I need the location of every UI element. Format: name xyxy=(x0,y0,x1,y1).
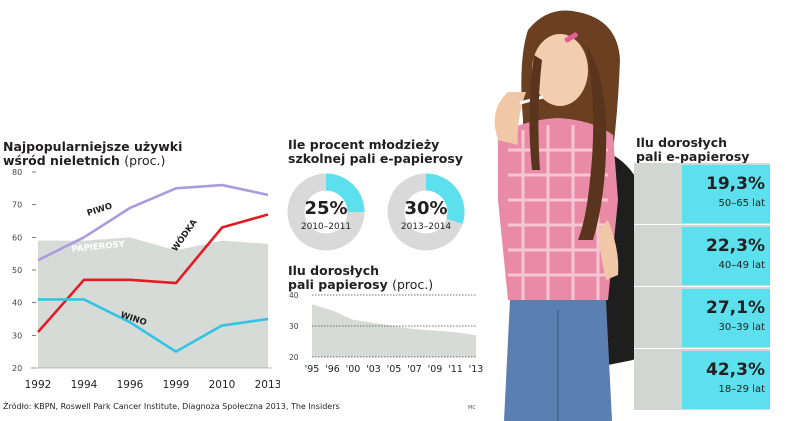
chart3-title-unit: (proc.) xyxy=(392,277,434,292)
x-tick-label: 2010 xyxy=(209,379,236,391)
donut-period: 2013–2014 xyxy=(401,222,452,232)
chart4-age: 30–39 lat xyxy=(718,322,765,333)
x-tick-label: 1994 xyxy=(71,379,98,391)
chart4-card: 42,3% 18–29 lat xyxy=(682,351,770,409)
donut-period: 2010–2011 xyxy=(301,222,351,232)
x-tick-label: 1999 xyxy=(163,379,190,391)
x-tick-label: '95 xyxy=(305,364,320,375)
x-tick-label: '00 xyxy=(346,364,361,375)
x-tick-label: '03 xyxy=(366,364,381,375)
chart4-age: 18–29 lat xyxy=(718,384,765,395)
y-tick-label: 20 xyxy=(12,364,22,373)
y-tick-label: 30 xyxy=(289,322,299,331)
y-tick-label: 70 xyxy=(12,201,22,210)
chart4-value: 19,3% xyxy=(706,174,765,194)
area-series xyxy=(312,304,476,357)
chart3-title-line2: pali papierosy xyxy=(288,277,388,292)
chart1-title: Najpopularniejsze używki wśród nieletnic… xyxy=(3,140,182,168)
chart4-age: 50–65 lat xyxy=(718,198,765,209)
x-tick-label: '05 xyxy=(387,364,402,375)
chart2-donut-charts: 25% 2010–2011 30% 2013–2014 xyxy=(287,173,465,251)
series-line-piwo xyxy=(37,183,269,262)
x-tick-label: '13 xyxy=(469,364,484,375)
chart4-value: 42,3% xyxy=(706,360,765,380)
chart2-title: Ile procent młodzieży szkolnej pali e-pa… xyxy=(288,138,463,166)
chart3-title: Ilu dorosłych pali papierosy (proc.) xyxy=(288,264,433,292)
chart4-title: Ilu dorosłych pali e-papierosy xyxy=(636,136,749,164)
series-line-wino xyxy=(38,298,269,353)
chart4-title-line1: Ilu dorosłych xyxy=(636,135,728,150)
chart4-value: 22,3% xyxy=(706,236,765,256)
chart1-title-line2: wśród nieletnich xyxy=(3,153,120,168)
x-tick-label: 1996 xyxy=(117,379,144,391)
chart1-line-chart: 20 30 40 50 60 70 80 1992 1994 1996 1999 2010 2013 PI… xyxy=(12,168,280,391)
source-note: Źródło: KBPN, Roswell Park Cancer Instit… xyxy=(3,402,340,411)
chart4-divider xyxy=(634,286,770,287)
x-tick-label: '96 xyxy=(325,364,340,375)
chart4-value: 27,1% xyxy=(706,298,765,318)
chart4-card: 27,1% 30–39 lat xyxy=(682,289,770,347)
donut-slice xyxy=(325,173,365,213)
donut-value: 25% xyxy=(304,198,347,219)
x-tick-label: '07 xyxy=(407,364,422,375)
chart1-title-line1: Najpopularniejsze używki xyxy=(3,139,183,154)
y-tick-label: 40 xyxy=(12,299,22,308)
chart4-title-line2: pali e-papierosy xyxy=(636,149,750,164)
series-line-wódka xyxy=(37,213,269,333)
chart3-title-line1: Ilu dorosłych xyxy=(288,263,380,278)
series-area-papierosy xyxy=(38,237,268,368)
chart2-title-line2: szkolnej pali e-papierosy xyxy=(288,151,463,166)
chart4-divider xyxy=(634,348,770,349)
credit: MC xyxy=(468,405,476,411)
chart1-title-unit: (proc.) xyxy=(124,153,166,168)
y-tick-label: 40 xyxy=(289,291,299,300)
girl-with-cigarette-photo xyxy=(494,10,654,421)
chart4-card: 19,3% 50–65 lat xyxy=(682,165,770,223)
y-tick-label: 60 xyxy=(12,233,22,242)
chart2-title-line1: Ile procent młodzieży xyxy=(288,137,440,152)
chart4-age: 40–49 lat xyxy=(718,260,765,271)
donut-slice xyxy=(425,173,465,224)
y-tick-label: 50 xyxy=(12,266,22,275)
chart4-divider xyxy=(634,224,770,225)
series-label: PIWO xyxy=(86,201,114,219)
chart3-area-chart: 20 30 40 '95 '96 '00 '03 '05 '07 '09 '11 '13 xyxy=(289,291,484,375)
x-tick-label: '11 xyxy=(448,364,463,375)
y-tick-label: 30 xyxy=(12,331,22,340)
x-tick-label: 1992 xyxy=(25,379,52,391)
y-tick-label: 80 xyxy=(12,168,22,177)
y-tick-label: 20 xyxy=(289,353,299,362)
x-tick-label: '09 xyxy=(428,364,443,375)
x-tick-label: 2013 xyxy=(255,379,280,391)
chart4-card: 22,3% 40–49 lat xyxy=(682,227,770,285)
donut-value: 30% xyxy=(404,198,447,219)
